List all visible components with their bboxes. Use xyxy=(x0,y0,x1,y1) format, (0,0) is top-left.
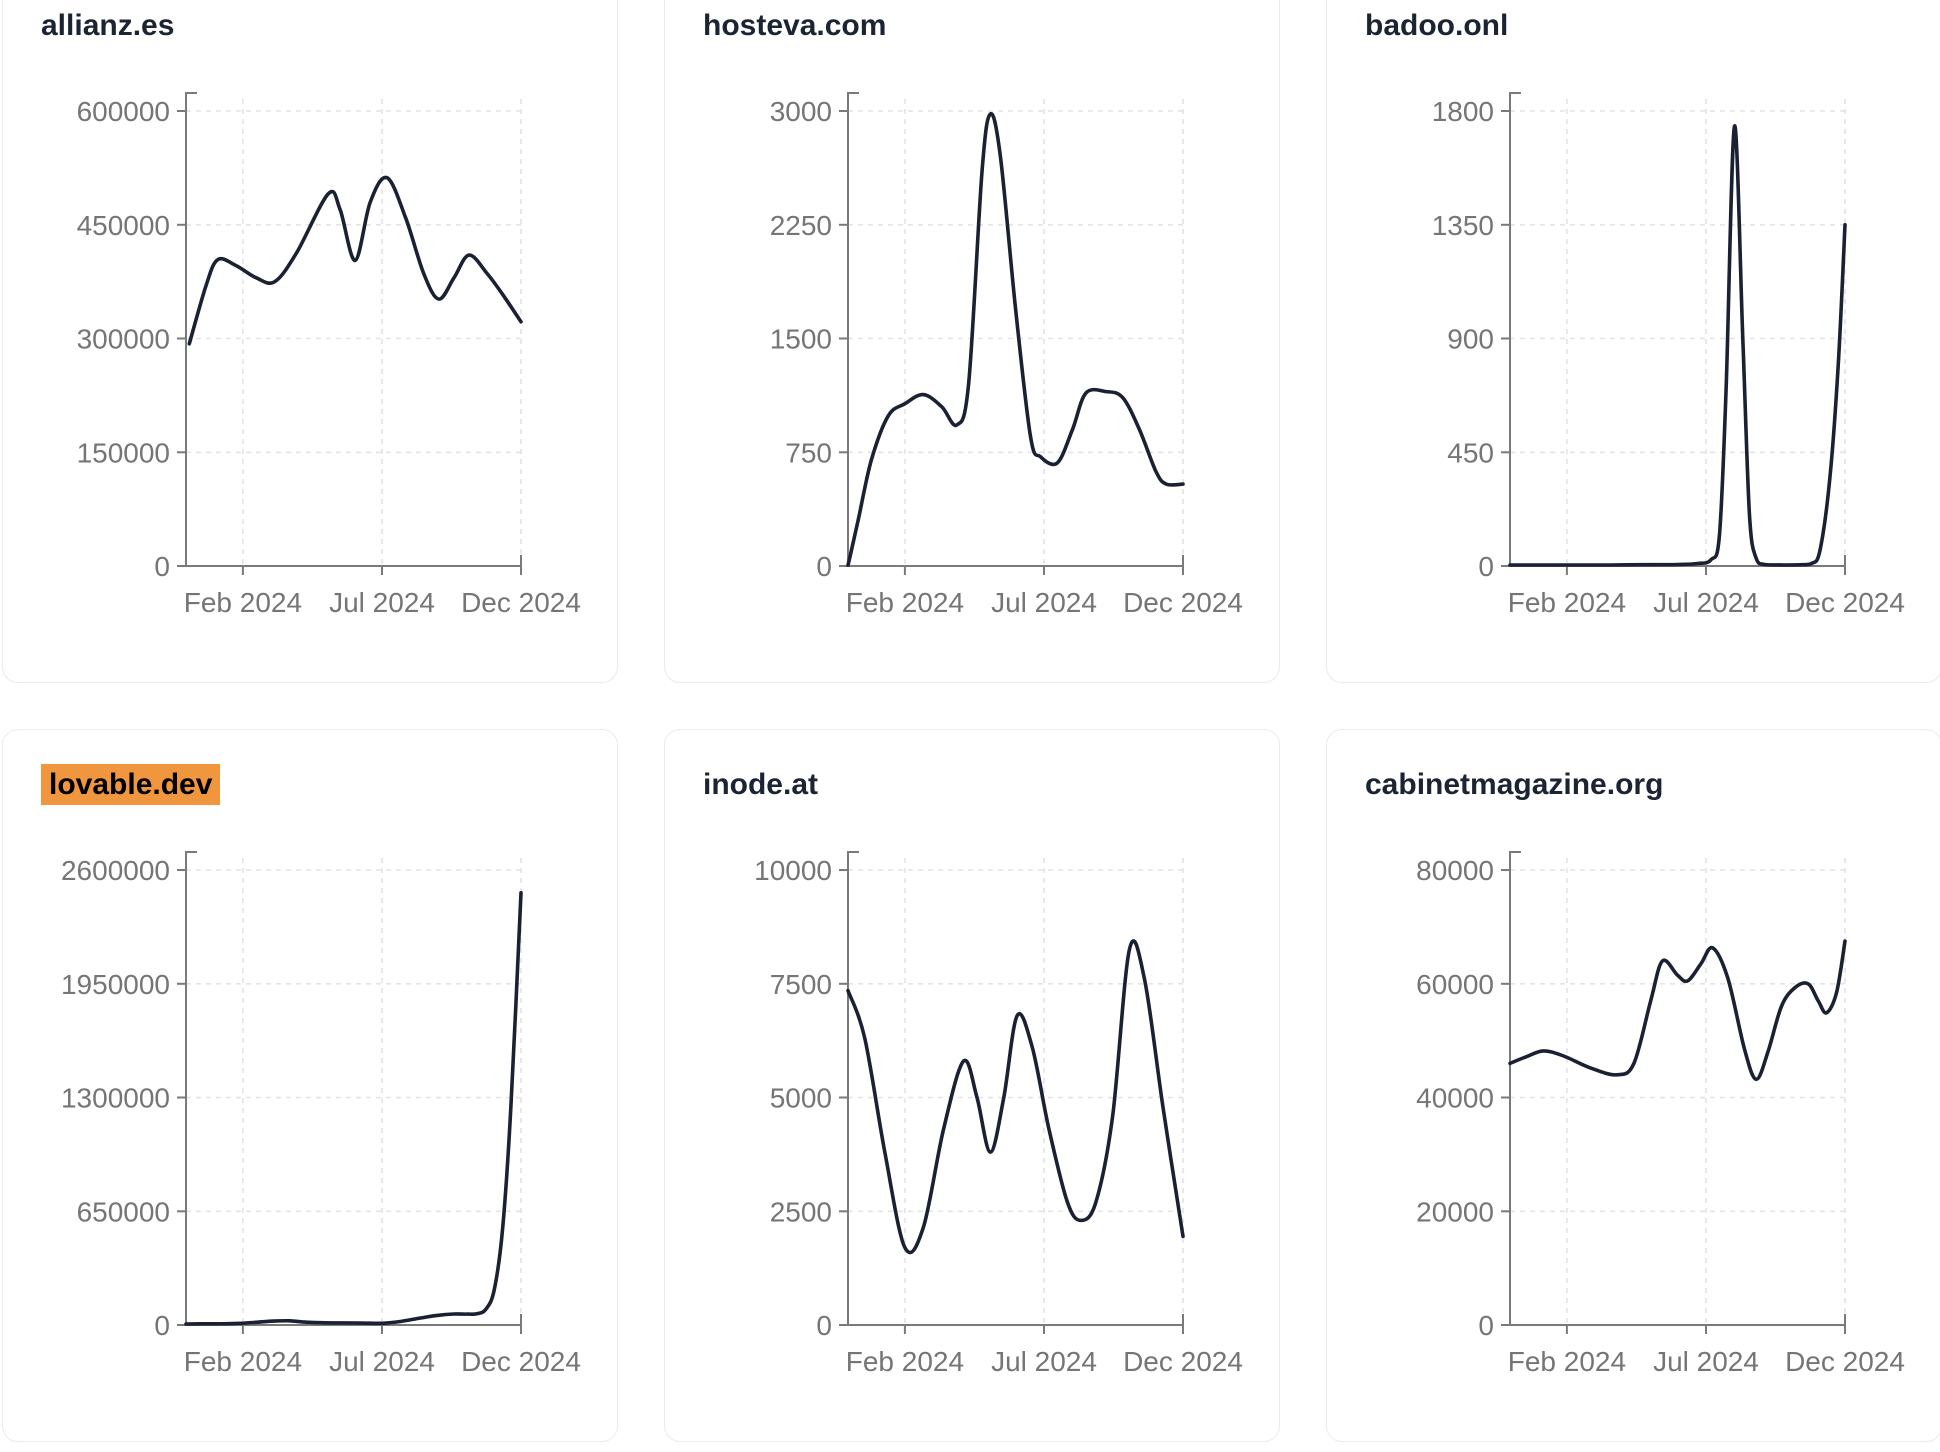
domain-title-text: lovable.dev xyxy=(41,764,221,805)
svg-text:650000: 650000 xyxy=(77,1196,170,1227)
svg-text:0: 0 xyxy=(154,551,170,582)
svg-text:0: 0 xyxy=(816,551,832,582)
svg-text:80000: 80000 xyxy=(1416,855,1494,886)
svg-text:750: 750 xyxy=(785,437,832,468)
domain-title: allianz.es xyxy=(41,9,174,43)
svg-text:Jul 2024: Jul 2024 xyxy=(329,1346,435,1377)
svg-text:0: 0 xyxy=(816,1310,832,1341)
svg-text:Dec 2024: Dec 2024 xyxy=(461,587,581,618)
traffic-line-chart: 0 650000 1300000 1950000 2600000 Feb 2024 Jul … xyxy=(61,851,581,1377)
svg-text:150000: 150000 xyxy=(77,437,170,468)
traffic-line-chart: 0 450 900 1350 1800 Feb 2024 Jul 2024 Dec 2024 xyxy=(1432,92,1905,618)
svg-text:2500: 2500 xyxy=(770,1196,832,1227)
svg-text:7500: 7500 xyxy=(770,969,832,1000)
svg-text:900: 900 xyxy=(1447,324,1494,355)
svg-text:Dec 2024: Dec 2024 xyxy=(461,1346,581,1377)
domain-chart-card: allianz.es 0 150000 300000 450000 600000 Feb … xyxy=(2,0,618,683)
svg-text:Jul 2024: Jul 2024 xyxy=(1653,1346,1759,1377)
svg-text:40000: 40000 xyxy=(1416,1083,1494,1114)
svg-text:0: 0 xyxy=(1478,551,1494,582)
traffic-line-chart: 0 750 1500 2250 3000 Feb 2024 Jul 2024 Dec 2024 xyxy=(770,92,1243,618)
svg-text:60000: 60000 xyxy=(1416,969,1494,1000)
domain-title: inode.at xyxy=(703,768,818,802)
svg-text:1800: 1800 xyxy=(1432,96,1494,127)
svg-text:Feb 2024: Feb 2024 xyxy=(846,587,964,618)
domain-title-text: badoo.onl xyxy=(1365,9,1509,42)
traffic-line-chart: 0 2500 5000 7500 10000 Feb 2024 Jul 2024 Dec 20… xyxy=(754,851,1243,1377)
svg-text:Feb 2024: Feb 2024 xyxy=(1508,1346,1626,1377)
domain-title-text: cabinetmagazine.org xyxy=(1365,768,1664,801)
svg-text:Jul 2024: Jul 2024 xyxy=(991,1346,1097,1377)
svg-text:20000: 20000 xyxy=(1416,1196,1494,1227)
svg-text:Dec 2024: Dec 2024 xyxy=(1785,1346,1905,1377)
domain-title-highlighted: lovable.dev xyxy=(41,764,221,805)
svg-text:Dec 2024: Dec 2024 xyxy=(1785,587,1905,618)
domain-chart-card: hosteva.com 0 750 1500 2250 3000 Feb 2024 Jul … xyxy=(664,0,1280,683)
svg-text:Dec 2024: Dec 2024 xyxy=(1123,587,1243,618)
svg-text:Feb 2024: Feb 2024 xyxy=(1508,587,1626,618)
domain-title: hosteva.com xyxy=(703,9,886,43)
svg-text:0: 0 xyxy=(154,1310,170,1341)
svg-text:5000: 5000 xyxy=(770,1083,832,1114)
svg-text:Feb 2024: Feb 2024 xyxy=(184,587,302,618)
svg-text:10000: 10000 xyxy=(754,855,832,886)
svg-text:Feb 2024: Feb 2024 xyxy=(184,1346,302,1377)
domain-chart-card: lovable.dev 0 650000 1300000 1950000 2600000… xyxy=(2,729,618,1442)
svg-text:Dec 2024: Dec 2024 xyxy=(1123,1346,1243,1377)
domain-chart-card: cabinetmagazine.org 0 20000 40000 60000 8000… xyxy=(1326,729,1940,1442)
svg-text:2250: 2250 xyxy=(770,210,832,241)
domain-title: badoo.onl xyxy=(1365,9,1508,43)
svg-text:1300000: 1300000 xyxy=(61,1083,170,1114)
svg-text:300000: 300000 xyxy=(77,324,170,355)
svg-text:450000: 450000 xyxy=(77,210,170,241)
domain-title-text: allianz.es xyxy=(41,9,175,42)
svg-text:450: 450 xyxy=(1447,437,1494,468)
svg-text:1350: 1350 xyxy=(1432,210,1494,241)
traffic-line-chart: 0 150000 300000 450000 600000 Feb 2024 Jul 202… xyxy=(77,92,581,618)
svg-text:600000: 600000 xyxy=(77,96,170,127)
svg-text:1500: 1500 xyxy=(770,324,832,355)
domain-chart-card: badoo.onl 0 450 900 1350 1800 Feb 2024 Jul 202… xyxy=(1326,0,1940,683)
svg-text:3000: 3000 xyxy=(770,96,832,127)
domain-title-text: inode.at xyxy=(703,768,819,801)
svg-text:2600000: 2600000 xyxy=(61,855,170,886)
svg-text:1950000: 1950000 xyxy=(61,969,170,1000)
svg-text:Jul 2024: Jul 2024 xyxy=(991,587,1097,618)
svg-text:Feb 2024: Feb 2024 xyxy=(846,1346,964,1377)
domain-title: cabinetmagazine.org xyxy=(1365,768,1663,802)
svg-text:0: 0 xyxy=(1478,1310,1494,1341)
domain-title-text: hosteva.com xyxy=(703,9,887,42)
domain-chart-card: inode.at 0 2500 5000 7500 10000 Feb 2024 Jul 2… xyxy=(664,729,1280,1442)
traffic-line-chart: 0 20000 40000 60000 80000 Feb 2024 Jul 2024 Dec… xyxy=(1416,851,1905,1377)
svg-text:Jul 2024: Jul 2024 xyxy=(329,587,435,618)
svg-text:Jul 2024: Jul 2024 xyxy=(1653,587,1759,618)
